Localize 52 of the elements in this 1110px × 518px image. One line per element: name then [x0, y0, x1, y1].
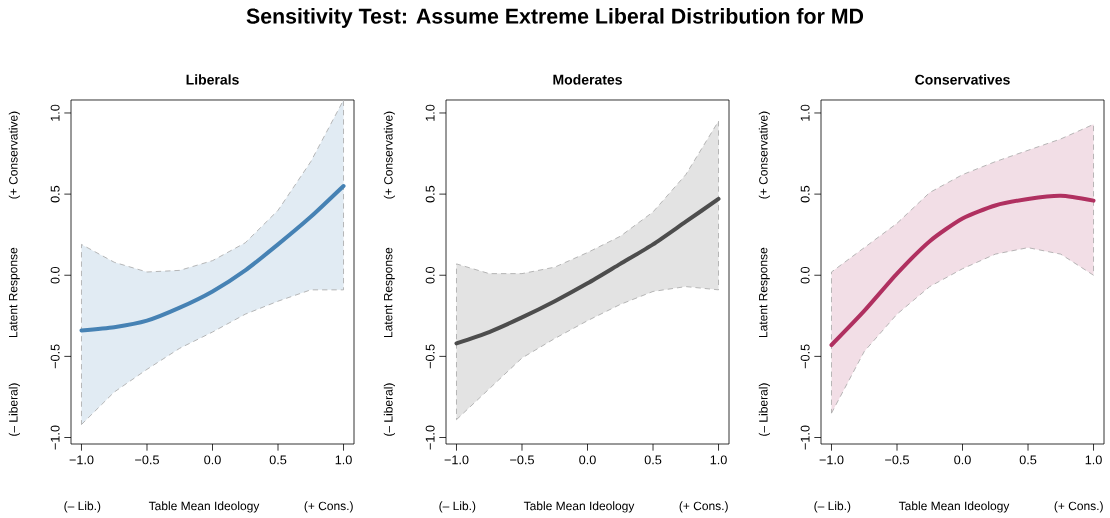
- text: (+ Conservative): [383, 111, 395, 199]
- y-tick-label: 1.0: [425, 104, 435, 121]
- text: (– Lib.): [814, 501, 851, 513]
- text: (+ Cons.): [304, 501, 353, 513]
- y-tick-label: 0.0: [50, 266, 60, 284]
- x-tick-label: 0.5: [644, 455, 662, 465]
- x-tick-label: 0.5: [1019, 455, 1037, 465]
- y-tick-label: 0.5: [425, 185, 435, 203]
- y-tick-label: 0.5: [800, 185, 810, 203]
- x-tick-label: −1.0: [819, 455, 844, 465]
- line-series: [829, 193, 1096, 348]
- x-tick-label: 1.0: [710, 455, 727, 465]
- x-tick-label: 0.5: [269, 455, 287, 465]
- text: (+ Cons.): [679, 501, 728, 513]
- y-axis-title: Latent Response: [384, 247, 395, 338]
- y-axis-title: Latent Response: [9, 247, 20, 338]
- x-tick-label: −1.0: [69, 455, 94, 465]
- text: (– Liberal): [383, 383, 395, 436]
- y-axis-title: Latent Response: [759, 247, 770, 338]
- text: (+ Cons.): [1054, 501, 1103, 513]
- y-tick-label: 0.5: [50, 185, 60, 203]
- text: (– Lib.): [64, 501, 101, 513]
- chart-title: Moderates: [553, 74, 622, 85]
- text: (– Liberal): [8, 383, 20, 436]
- y-tick-label: 0.0: [425, 266, 435, 284]
- x-tick-label: −0.5: [135, 455, 159, 465]
- y-tick-label: 1.0: [800, 104, 810, 121]
- line-series: [79, 184, 346, 333]
- x-tick-label: −0.5: [510, 455, 534, 465]
- x-tick-label: 0.0: [579, 455, 596, 465]
- x-tick-label: 0.0: [954, 455, 971, 465]
- x-tick-label: −0.5: [885, 455, 909, 465]
- text: (– Lib.): [439, 501, 476, 513]
- x-tick-label: 1.0: [1085, 455, 1102, 465]
- line-series: [454, 196, 721, 346]
- text: (+ Conservative): [8, 111, 20, 199]
- x-tick-label: 1.0: [335, 455, 352, 465]
- x-axis-title: Table Mean Ideology: [523, 501, 635, 513]
- y-tick-label: −0.5: [800, 344, 810, 369]
- y-tick-label: −0.5: [50, 344, 60, 369]
- chart-title: Conservatives: [915, 74, 1010, 85]
- x-axis-title: Table Mean Ideology: [148, 501, 260, 513]
- chart-title: Liberals: [186, 74, 239, 85]
- y-tick-label: −0.5: [425, 344, 435, 369]
- text: Sensitivity Test: Assume Extreme Liberal Distribution for MD: [246, 8, 864, 28]
- x-axis-title: Table Mean Ideology: [898, 501, 1010, 513]
- y-tick-label: 1.0: [50, 104, 60, 121]
- text: (– Liberal): [758, 383, 770, 436]
- text: (+ Conservative): [758, 111, 770, 199]
- x-tick-label: −1.0: [444, 455, 469, 465]
- y-tick-label: 0.0: [800, 266, 810, 284]
- x-tick-label: 0.0: [204, 455, 221, 465]
